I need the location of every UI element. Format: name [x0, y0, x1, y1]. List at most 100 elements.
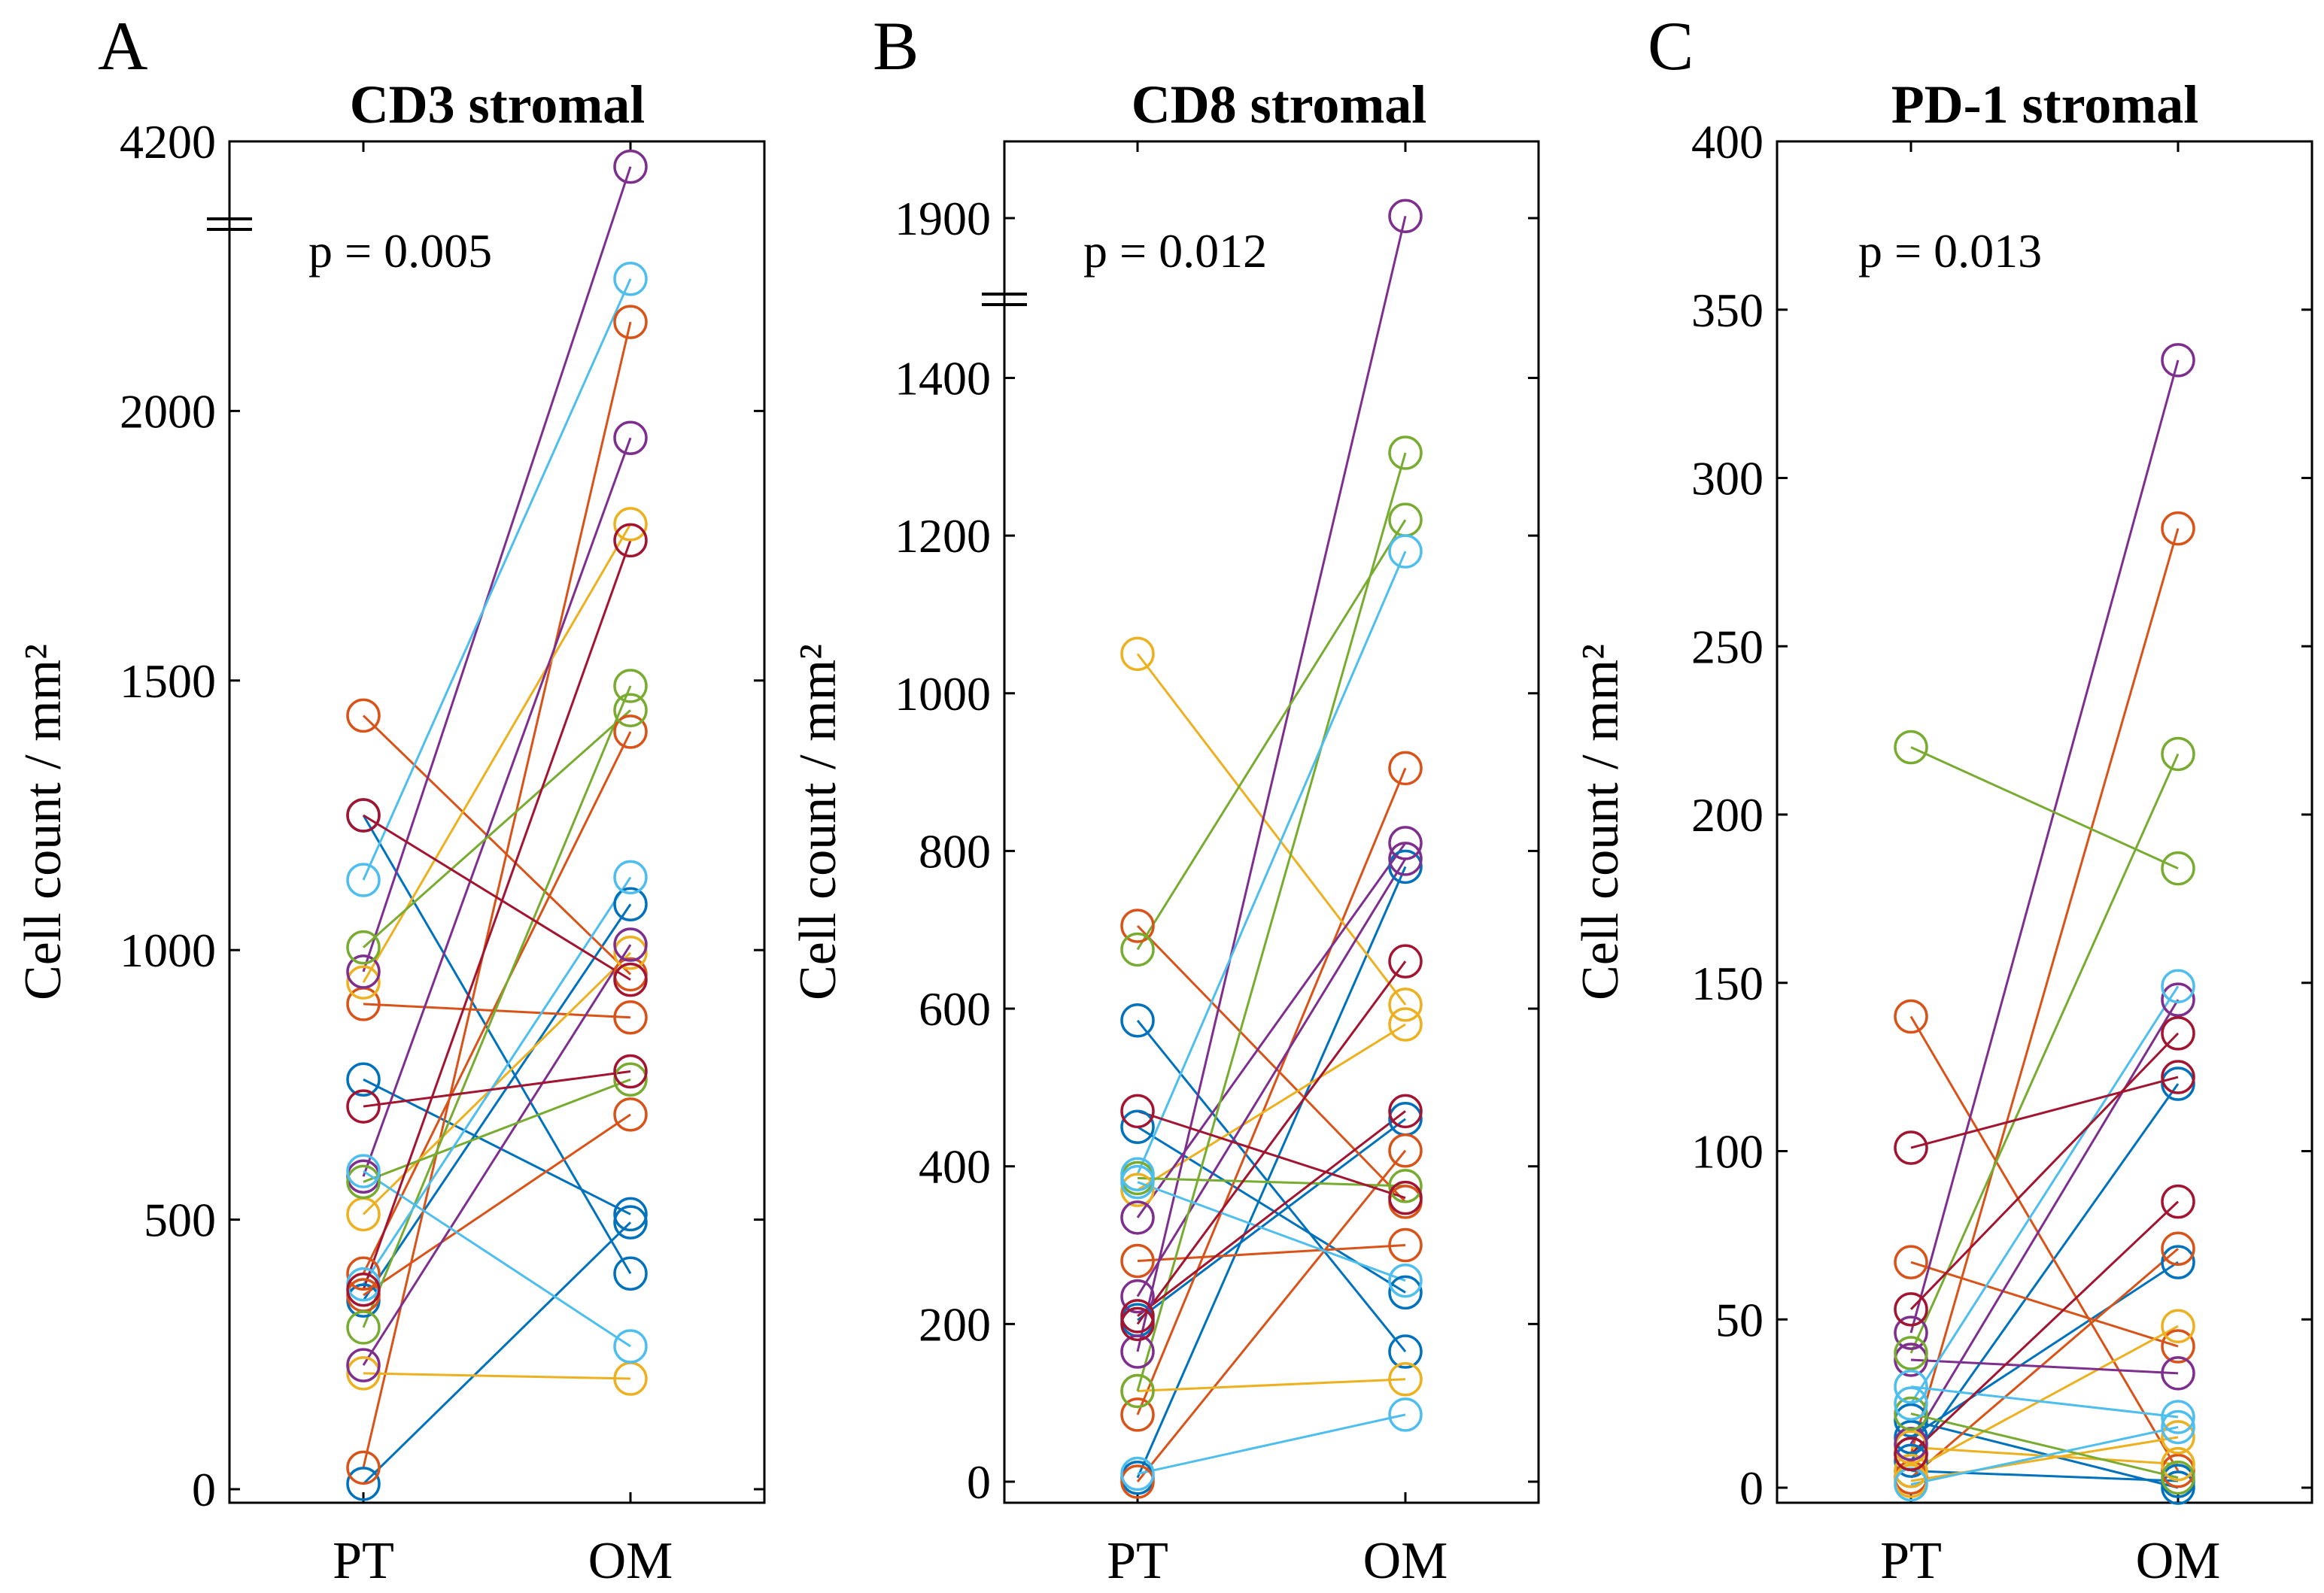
- marker-pt-a-16: [346, 1164, 381, 1200]
- markers-b: [1120, 199, 1423, 1499]
- marker-pt-a-22: [346, 1089, 381, 1124]
- marker-om-b-10: [1388, 1361, 1423, 1397]
- x-tick-label-om-a: OM: [588, 1532, 673, 1590]
- marker-om-a-2: [613, 1197, 648, 1232]
- marker-om-a-15: [613, 693, 648, 727]
- marker-om-a-8: [613, 1097, 648, 1132]
- marker-om-c-2: [2161, 1067, 2195, 1101]
- marker-om-b-8: [1388, 988, 1423, 1022]
- marker-om-a-17: [613, 669, 648, 703]
- marker-pt-a-18: [346, 863, 381, 897]
- y-tick-label-b-400: 400: [919, 1140, 991, 1194]
- marker-pt-b-21: [1120, 1306, 1155, 1342]
- panel-letter-b: B: [873, 8, 919, 84]
- marker-om-a-23: [613, 523, 648, 558]
- marker-pt-a-19: [346, 1154, 381, 1188]
- y-tick-label-c-200: 200: [1691, 788, 1764, 842]
- marker-om-c-11: [2161, 343, 2195, 378]
- series-line-a-4: [362, 715, 632, 976]
- marker-om-b-6: [1388, 751, 1423, 786]
- y-tick-label-c-250: 250: [1691, 620, 1764, 673]
- x-tick-label-pt-c: PT: [1880, 1532, 1942, 1590]
- marker-om-a-18: [613, 262, 648, 296]
- marker-om-c-4: [2161, 1453, 2195, 1488]
- series-line-c-14: [1910, 746, 2179, 869]
- marker-pt-a-11: [346, 1356, 381, 1391]
- p-value-annotation-c: p = 0.013: [1858, 224, 2042, 278]
- series-line-c-2: [1909, 1083, 2180, 1462]
- panel-b: B CD8 stromal Cell count / mm² p = 0.012…: [789, 8, 1540, 1590]
- y-tick-label-b-600: 600: [919, 982, 991, 1036]
- plot-frame-b: [1003, 140, 1540, 1504]
- series-line-a-0: [362, 1221, 632, 1485]
- series-line-c-19: [1910, 1425, 2179, 1485]
- series-line-c-15: [1909, 753, 2180, 1354]
- series-line-b-13: [1136, 858, 1407, 1297]
- y-tick-label-b-800: 800: [919, 824, 991, 878]
- series-line-a-18: [362, 278, 632, 881]
- marker-om-c-5: [2161, 1329, 2195, 1364]
- marker-pt-c-2: [1894, 1443, 1928, 1478]
- series-line-a-21: [363, 814, 631, 981]
- marker-om-b-5: [1388, 1227, 1423, 1263]
- marker-pt-c-4: [1894, 999, 1928, 1034]
- series-line-b-8: [1136, 653, 1407, 1006]
- series-line-a-2: [363, 1078, 631, 1215]
- marker-om-a-12: [613, 149, 648, 184]
- panel-a: A CD3 stromal Cell count / mm² p = 0.005…: [14, 8, 766, 1590]
- series-lines-b: [1136, 215, 1407, 1482]
- y-axis-label-c: Cell count / mm²: [1572, 644, 1630, 1000]
- y-tick-label-c-50: 50: [1715, 1293, 1764, 1346]
- series-line-b-22: [1137, 1110, 1406, 1318]
- series-line-a-15: [363, 709, 631, 948]
- series-line-b-12: [1136, 842, 1407, 1218]
- series-line-b-1: [1137, 1126, 1406, 1294]
- marker-om-b-13: [1388, 842, 1423, 876]
- series-line-a-9: [362, 523, 632, 983]
- marker-pt-a-15: [346, 930, 381, 965]
- marker-om-c-10: [2161, 1446, 2195, 1482]
- y-ticks-b: 0 200 400 600 800 1000 1200 1400 1900: [895, 141, 1539, 1509]
- series-line-b-21: [1136, 960, 1407, 1325]
- series-line-c-4: [1909, 1015, 2180, 1472]
- marker-pt-c-16: [1894, 1396, 1928, 1431]
- marker-pt-a-5: [346, 1450, 381, 1485]
- marker-om-c-18: [2161, 969, 2195, 1003]
- axis-break-b: [982, 293, 1027, 306]
- x-tick-label-om-b: OM: [1363, 1532, 1448, 1590]
- series-line-b-20: [1137, 1109, 1406, 1200]
- marker-om-a-1: [613, 1256, 648, 1291]
- panel-letter-c: C: [1648, 8, 1694, 84]
- series-line-c-18: [1909, 985, 2180, 1404]
- series-line-c-16: [1910, 1412, 2179, 1479]
- series-line-c-6: [1909, 528, 2180, 1455]
- p-value-annotation-b: p = 0.012: [1083, 224, 1267, 278]
- marker-pt-b-13: [1120, 1279, 1155, 1314]
- marker-om-a-16: [613, 1062, 648, 1097]
- marker-pt-b-16: [1120, 1373, 1155, 1409]
- series-line-a-14: [362, 944, 632, 1366]
- marker-om-b-19: [1388, 1397, 1423, 1432]
- marker-pt-b-6: [1120, 1397, 1155, 1432]
- series-line-b-7: [1136, 1149, 1407, 1482]
- series-line-c-13: [1909, 999, 2180, 1445]
- series-line-b-6: [1136, 767, 1407, 1415]
- series-line-b-15: [1137, 1176, 1406, 1188]
- marker-pt-c-11: [1894, 1315, 1928, 1350]
- series-line-b-14: [1136, 519, 1407, 951]
- y-tick-label-b-1400: 1400: [895, 351, 991, 405]
- y-tick-label-a-1000: 1000: [120, 924, 216, 977]
- y-tick-label-c-400: 400: [1691, 115, 1764, 168]
- marker-pt-b-7: [1120, 1464, 1155, 1499]
- marker-pt-b-18: [1120, 1164, 1155, 1200]
- marker-pt-c-15: [1894, 1336, 1928, 1370]
- axis-break-a: [207, 217, 252, 231]
- marker-om-b-12: [1388, 826, 1423, 860]
- y-tick-label-c-100: 100: [1691, 1125, 1764, 1179]
- series-line-b-0: [1136, 1019, 1407, 1352]
- marker-om-a-9: [613, 507, 648, 542]
- marker-om-a-0: [613, 1205, 648, 1240]
- panel-letter-a: A: [98, 8, 147, 84]
- series-line-b-16: [1136, 452, 1407, 1391]
